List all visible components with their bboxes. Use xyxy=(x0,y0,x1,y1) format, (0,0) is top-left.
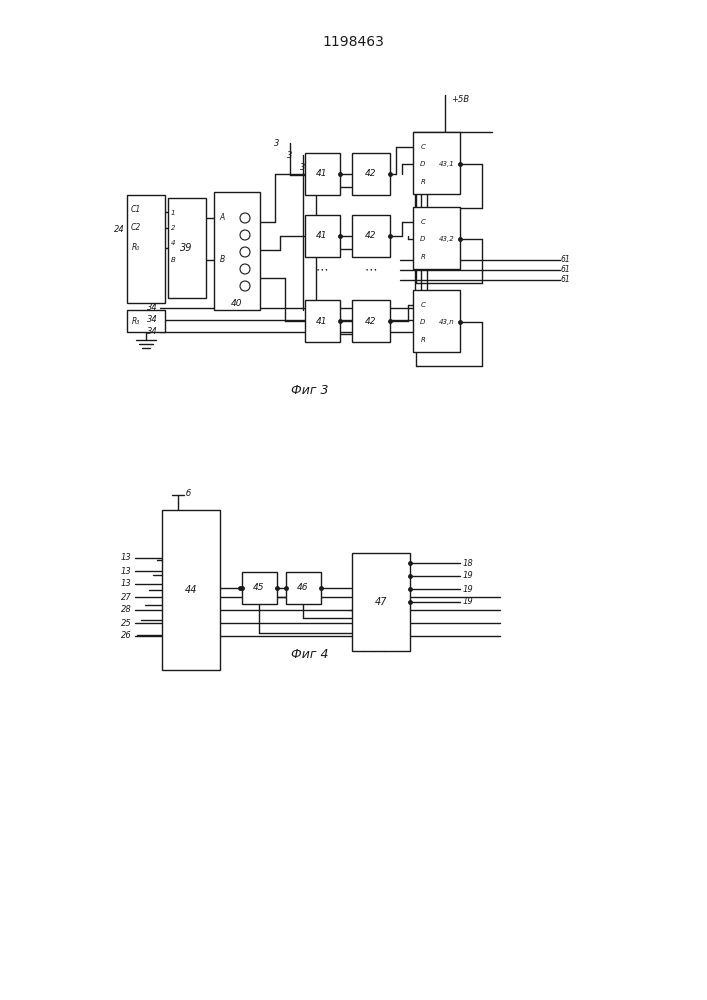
Text: 13: 13 xyxy=(121,566,132,576)
Text: 42: 42 xyxy=(366,232,377,240)
FancyBboxPatch shape xyxy=(242,572,277,604)
FancyBboxPatch shape xyxy=(352,215,390,257)
Text: 13: 13 xyxy=(121,554,132,562)
Text: 43,2: 43,2 xyxy=(439,236,455,242)
Text: 34: 34 xyxy=(146,304,158,312)
Text: 42: 42 xyxy=(366,316,377,326)
Text: 43,n: 43,n xyxy=(439,319,455,325)
Text: 28: 28 xyxy=(121,605,132,614)
Text: +5B: +5B xyxy=(451,96,469,104)
FancyBboxPatch shape xyxy=(413,290,460,352)
Text: C: C xyxy=(421,144,426,150)
Text: R₀: R₀ xyxy=(132,243,140,252)
FancyBboxPatch shape xyxy=(305,153,340,195)
Text: R₃: R₃ xyxy=(132,316,140,326)
Text: 40: 40 xyxy=(231,298,243,308)
Text: 39: 39 xyxy=(180,243,192,253)
Text: ⋯: ⋯ xyxy=(316,263,328,276)
Text: D: D xyxy=(421,319,426,325)
Text: B: B xyxy=(219,255,225,264)
FancyBboxPatch shape xyxy=(413,132,460,194)
Text: 3: 3 xyxy=(274,138,280,147)
Text: 61: 61 xyxy=(560,275,570,284)
Text: 3: 3 xyxy=(300,162,305,172)
FancyBboxPatch shape xyxy=(214,192,260,310)
Text: A: A xyxy=(219,214,225,223)
Text: 18: 18 xyxy=(462,558,474,568)
Text: 42: 42 xyxy=(366,169,377,178)
Text: B: B xyxy=(170,257,175,263)
Text: C: C xyxy=(421,302,426,308)
Text: Фиг 4: Фиг 4 xyxy=(291,648,329,662)
Text: C2: C2 xyxy=(131,224,141,232)
Text: 4: 4 xyxy=(171,240,175,246)
FancyBboxPatch shape xyxy=(352,300,390,342)
Text: C: C xyxy=(421,219,426,225)
FancyBboxPatch shape xyxy=(162,510,220,670)
Text: 13: 13 xyxy=(121,580,132,588)
Text: D: D xyxy=(421,236,426,242)
Text: 46: 46 xyxy=(297,584,309,592)
Text: 27: 27 xyxy=(121,592,132,601)
Text: D: D xyxy=(421,161,426,167)
Text: 61: 61 xyxy=(560,265,570,274)
FancyBboxPatch shape xyxy=(352,153,390,195)
FancyBboxPatch shape xyxy=(305,215,340,257)
Text: 25: 25 xyxy=(121,618,132,628)
FancyBboxPatch shape xyxy=(352,553,410,651)
Text: 34: 34 xyxy=(146,316,158,324)
Text: 26: 26 xyxy=(121,632,132,641)
FancyBboxPatch shape xyxy=(305,300,340,342)
FancyBboxPatch shape xyxy=(127,195,165,303)
Text: 19: 19 xyxy=(462,597,474,606)
Text: 43,1: 43,1 xyxy=(439,161,455,167)
Text: ⋯: ⋯ xyxy=(365,263,378,276)
Text: 19: 19 xyxy=(462,584,474,593)
Text: C1: C1 xyxy=(131,206,141,215)
Text: Фиг 3: Фиг 3 xyxy=(291,383,329,396)
Text: 3: 3 xyxy=(287,150,293,159)
Text: 1198463: 1198463 xyxy=(322,35,384,49)
Text: 24: 24 xyxy=(114,226,124,234)
Text: 34: 34 xyxy=(146,328,158,336)
Text: 2: 2 xyxy=(171,225,175,231)
Text: R: R xyxy=(421,179,426,185)
FancyBboxPatch shape xyxy=(127,310,165,332)
FancyBboxPatch shape xyxy=(286,572,321,604)
Text: 41: 41 xyxy=(316,316,328,326)
FancyBboxPatch shape xyxy=(168,198,206,298)
Text: R: R xyxy=(421,337,426,343)
FancyBboxPatch shape xyxy=(413,207,460,269)
Text: 41: 41 xyxy=(316,232,328,240)
Text: 61: 61 xyxy=(560,255,570,264)
Text: б: б xyxy=(185,488,191,497)
Text: 44: 44 xyxy=(185,585,197,595)
Text: R: R xyxy=(421,254,426,260)
Text: 41: 41 xyxy=(316,169,328,178)
Text: 19: 19 xyxy=(462,572,474,580)
Text: 47: 47 xyxy=(375,597,387,607)
Text: 1: 1 xyxy=(171,210,175,216)
Text: 45: 45 xyxy=(253,584,264,592)
